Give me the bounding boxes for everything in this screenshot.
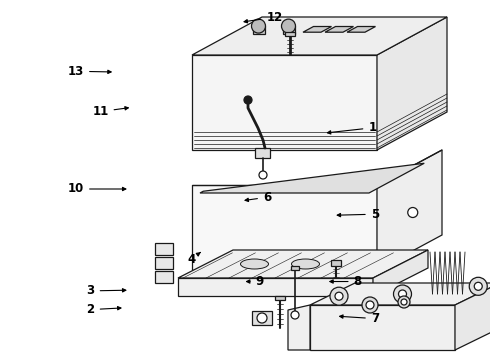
Polygon shape — [192, 17, 447, 55]
Text: 12: 12 — [244, 11, 283, 24]
Ellipse shape — [292, 259, 319, 269]
Circle shape — [469, 277, 487, 295]
Polygon shape — [255, 148, 270, 158]
Polygon shape — [275, 296, 285, 300]
Circle shape — [257, 313, 267, 323]
Polygon shape — [331, 260, 341, 266]
Polygon shape — [192, 185, 377, 270]
Text: 8: 8 — [330, 275, 362, 288]
Polygon shape — [303, 27, 332, 32]
Polygon shape — [200, 163, 424, 193]
Text: 3: 3 — [87, 284, 126, 297]
Polygon shape — [310, 305, 455, 350]
Polygon shape — [291, 266, 299, 270]
Text: 5: 5 — [337, 208, 379, 221]
Circle shape — [281, 19, 295, 33]
Polygon shape — [377, 150, 442, 270]
Polygon shape — [288, 305, 310, 350]
Polygon shape — [285, 32, 295, 36]
Polygon shape — [155, 271, 173, 283]
Text: 6: 6 — [245, 191, 271, 204]
Polygon shape — [155, 243, 173, 255]
Text: 11: 11 — [92, 105, 128, 118]
Text: 10: 10 — [68, 183, 126, 195]
Polygon shape — [347, 27, 375, 32]
Text: 4: 4 — [187, 252, 200, 266]
Circle shape — [408, 207, 418, 217]
Polygon shape — [192, 55, 377, 150]
Circle shape — [474, 282, 482, 290]
Polygon shape — [373, 250, 428, 296]
Text: 9: 9 — [246, 275, 264, 288]
Circle shape — [398, 296, 410, 308]
Circle shape — [362, 297, 378, 313]
Circle shape — [335, 292, 343, 300]
Text: 7: 7 — [340, 312, 379, 325]
Circle shape — [291, 311, 299, 319]
Polygon shape — [325, 27, 353, 32]
Circle shape — [393, 285, 412, 303]
Polygon shape — [377, 17, 447, 150]
Circle shape — [244, 96, 252, 104]
Polygon shape — [155, 257, 173, 269]
Polygon shape — [283, 26, 294, 34]
Polygon shape — [252, 26, 265, 34]
Polygon shape — [310, 283, 490, 305]
Circle shape — [398, 290, 407, 298]
Text: 1: 1 — [327, 121, 376, 134]
Circle shape — [401, 299, 407, 305]
Circle shape — [259, 171, 267, 179]
Circle shape — [330, 287, 348, 305]
Polygon shape — [455, 283, 490, 350]
Text: 13: 13 — [68, 65, 111, 78]
Polygon shape — [252, 311, 272, 325]
Text: 2: 2 — [87, 303, 121, 316]
Circle shape — [251, 19, 266, 33]
Ellipse shape — [241, 259, 269, 269]
Polygon shape — [178, 250, 428, 278]
Polygon shape — [178, 278, 373, 296]
Circle shape — [366, 301, 374, 309]
